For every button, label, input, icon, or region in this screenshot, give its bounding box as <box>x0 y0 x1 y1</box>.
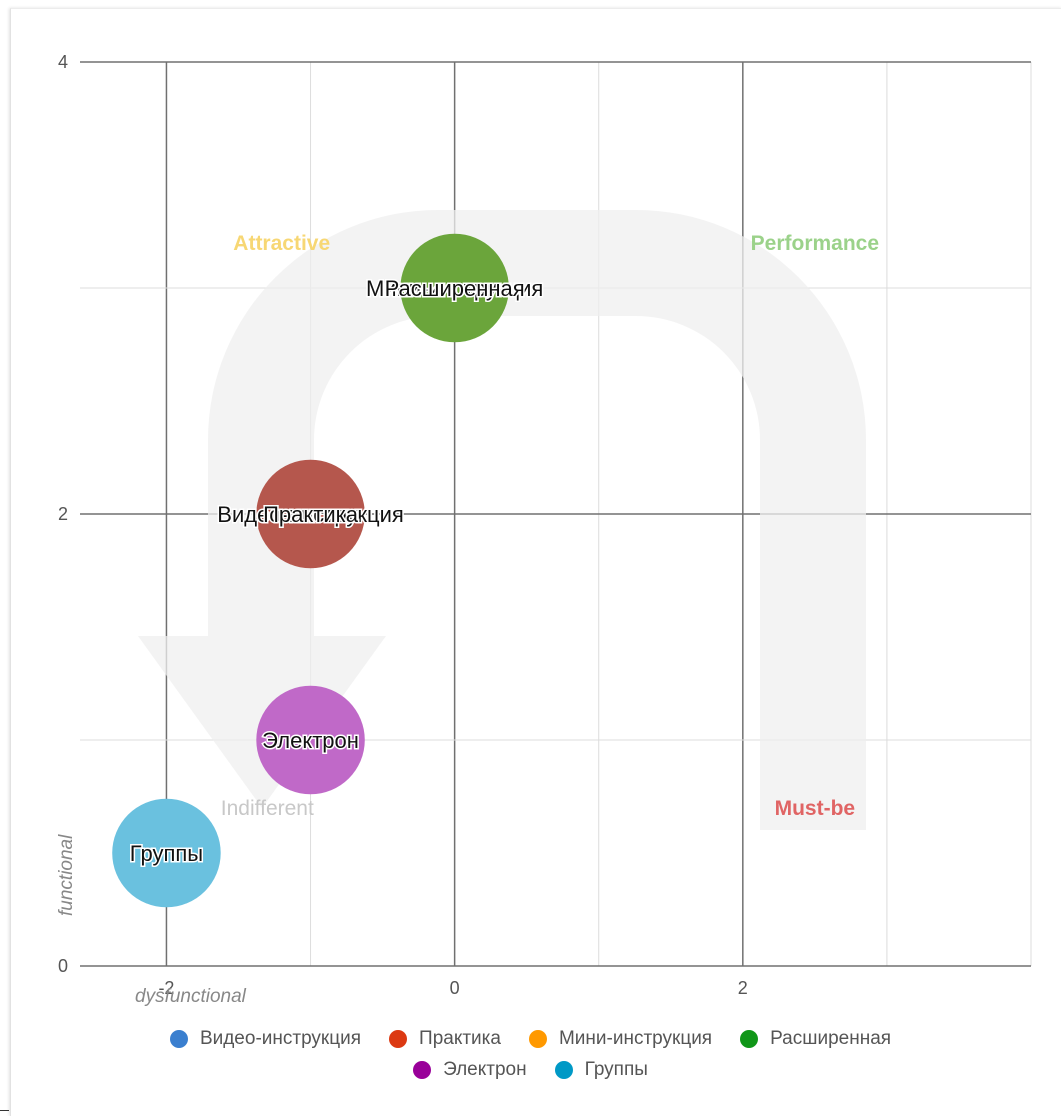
chart-frame <box>10 8 1061 1116</box>
quadrant-labels: Attractive Performance Indifferent Must-be <box>221 232 879 820</box>
legend-marker <box>169 1030 188 1048</box>
y-axis-label: functional <box>56 834 77 916</box>
legend-label: Мини-инструкция <box>558 1028 713 1049</box>
legend-label: Расширенная <box>770 1028 892 1049</box>
y-tick-label: 4 <box>58 52 68 72</box>
legend-item[interactable]: Электрон <box>413 1059 527 1081</box>
bubbles <box>112 233 509 908</box>
bubble-point[interactable] <box>400 233 509 343</box>
legend-label: Электрон <box>443 1059 527 1080</box>
y-tick-label: 2 <box>58 504 68 524</box>
legend-item[interactable]: Практика <box>389 1028 501 1050</box>
legend-marker <box>413 1061 432 1079</box>
legend: Видео-инструкция Практика Мини-инструкция Р… <box>0 1028 1061 1090</box>
quadrant-label-performance: Performance <box>751 232 879 255</box>
quadrant-label-attractive: Attractive <box>233 232 330 255</box>
legend-row: Видео-инструкция Практика Мини-инструкция Р… <box>0 1028 1061 1050</box>
y-tick-label: 0 <box>58 956 68 976</box>
legend-marker <box>554 1061 573 1079</box>
x-tick-label: 0 <box>450 978 460 998</box>
legend-item[interactable]: Мини-инструкция <box>528 1028 713 1050</box>
bubble-label: Электрон <box>262 728 359 753</box>
legend-label: Видео-инструкция <box>199 1028 362 1049</box>
x-tick-label: 2 <box>738 978 748 998</box>
bubble-label: Мини-инструкция <box>366 276 543 301</box>
legend-marker <box>740 1030 759 1048</box>
legend-item[interactable]: Расширенная <box>740 1028 891 1050</box>
bubble-label: Практика <box>263 502 359 527</box>
bubble-point[interactable] <box>256 685 365 795</box>
corner-mark <box>0 1110 9 1111</box>
quadrant-label-must-be: Must-be <box>775 797 856 820</box>
legend-item[interactable]: Видео-инструкция <box>169 1028 362 1050</box>
tick-labels: -2 0 2 0 2 4 <box>58 52 748 998</box>
quadrant-label-indifferent: Indifferent <box>221 797 314 820</box>
legend-row: Электрон Группы <box>0 1059 1061 1081</box>
legend-label: Группы <box>584 1059 648 1080</box>
bubble-label: Видео-инструкция <box>217 502 404 527</box>
legend-marker <box>389 1030 408 1048</box>
kano-curve-arrow <box>138 210 866 830</box>
legend-item[interactable]: Группы <box>554 1059 648 1081</box>
bubble-label: Расширенная <box>385 276 525 301</box>
bubble-point[interactable] <box>112 798 221 908</box>
bubble-point[interactable] <box>256 459 365 569</box>
kano-arrow <box>138 210 866 830</box>
legend-label: Практика <box>419 1028 501 1049</box>
bubble-label: Группы <box>130 841 203 866</box>
x-tick-label: -2 <box>158 978 174 998</box>
legend-marker <box>528 1030 547 1048</box>
x-axis-label: dysfunctional <box>135 986 247 1007</box>
